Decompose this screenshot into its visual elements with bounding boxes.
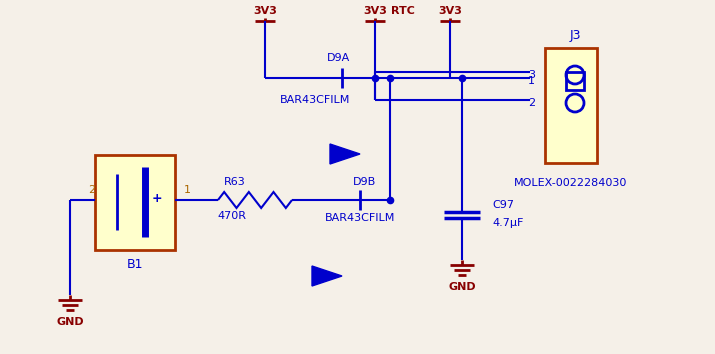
- Text: 470R: 470R: [217, 211, 247, 221]
- Text: MOLEX-0022284030: MOLEX-0022284030: [514, 178, 628, 188]
- Text: 3V3: 3V3: [363, 6, 387, 16]
- Text: 1: 1: [184, 185, 190, 195]
- Text: GND: GND: [56, 317, 84, 327]
- Polygon shape: [312, 266, 342, 286]
- Bar: [95, 155, 175, 250]
- Text: GND: GND: [448, 282, 475, 292]
- Text: RTC: RTC: [391, 6, 415, 16]
- Text: 2: 2: [89, 185, 96, 195]
- Text: 3V3: 3V3: [253, 6, 277, 16]
- Text: +: +: [152, 193, 162, 206]
- Bar: [545, 48, 597, 163]
- Text: C97: C97: [492, 200, 514, 210]
- Text: 3V3: 3V3: [438, 6, 462, 16]
- Text: D9B: D9B: [353, 177, 377, 187]
- Text: R63: R63: [224, 177, 246, 187]
- Text: 2: 2: [528, 98, 535, 108]
- Text: BAR43CFILM: BAR43CFILM: [280, 95, 350, 105]
- Text: D9A: D9A: [327, 53, 350, 63]
- Text: 3: 3: [528, 70, 535, 80]
- Text: 4.7μF: 4.7μF: [492, 218, 523, 228]
- Text: 1: 1: [528, 76, 535, 86]
- Text: J3: J3: [569, 29, 581, 42]
- Text: B1: B1: [127, 257, 143, 270]
- Polygon shape: [330, 144, 360, 164]
- Bar: [566, 72, 584, 90]
- Text: BAR43CFILM: BAR43CFILM: [325, 213, 395, 223]
